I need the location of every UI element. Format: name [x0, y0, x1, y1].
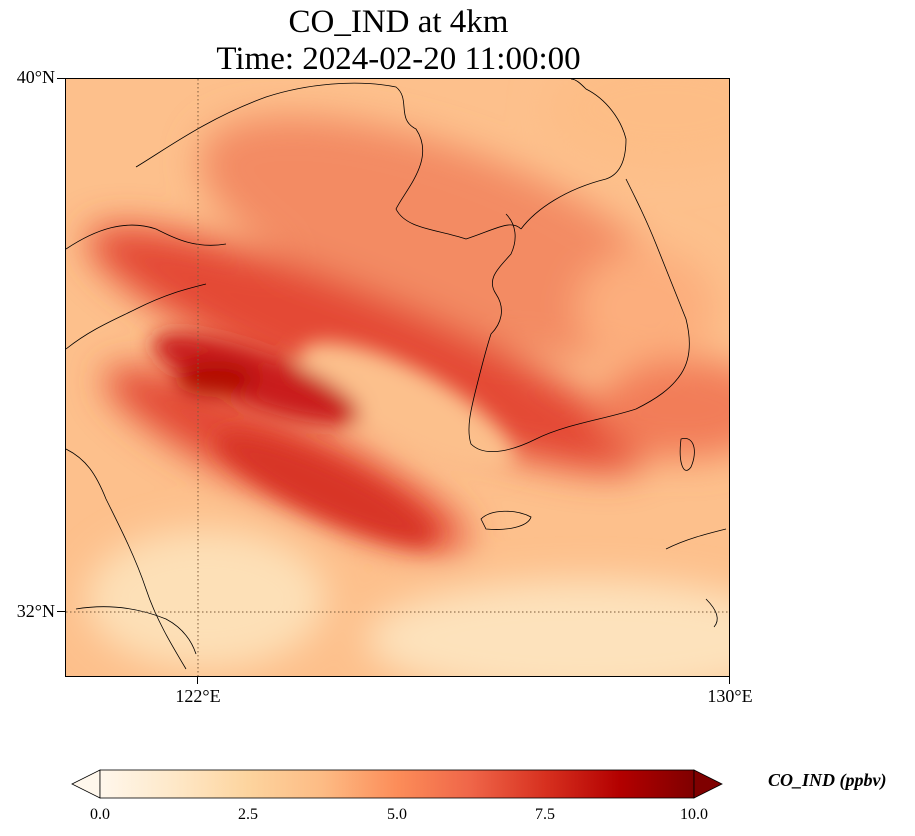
- colorbar-extend-max: [693, 769, 723, 799]
- colorbar-gradient: [99, 769, 695, 799]
- coastlines: [66, 79, 727, 670]
- map-panel: [65, 78, 730, 677]
- lat-tick-40: [57, 78, 65, 79]
- colorbar-tick-0: 0.0: [90, 806, 110, 823]
- lat-label-32: 32°N: [16, 601, 55, 621]
- colorbar-extend-min: [71, 769, 101, 799]
- colorbar-tick-10: 10.0: [680, 806, 708, 823]
- graticule: [66, 79, 729, 676]
- lon-label-122: 122°E: [175, 686, 221, 706]
- colorbar-tick-7-5: 7.5: [535, 806, 555, 823]
- colorbar-title: CO_IND (ppbv): [768, 770, 887, 790]
- lon-tick-122: [197, 677, 198, 684]
- lon-tick-130: [729, 677, 730, 684]
- map-title: CO_IND at 4km: [288, 4, 509, 40]
- map-subtitle-time: Time: 2024-02-20 11:00:00: [216, 41, 581, 77]
- lon-label-130: 130°E: [707, 686, 753, 706]
- lat-tick-32: [57, 611, 65, 612]
- lat-label-40: 40°N: [16, 67, 55, 87]
- colorbar-tick-5: 5.0: [387, 806, 407, 823]
- colorbar-tick-2-5: 2.5: [238, 806, 258, 823]
- colorbar: [71, 769, 723, 799]
- concentration-map: [66, 79, 729, 676]
- co-field: [66, 79, 729, 676]
